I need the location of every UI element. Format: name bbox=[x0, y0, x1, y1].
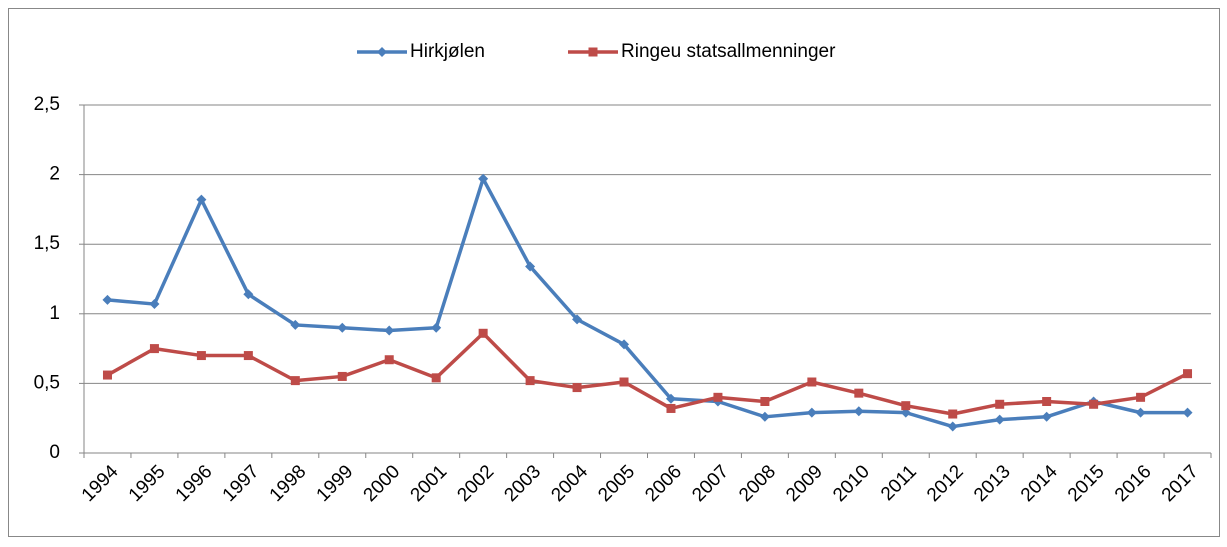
marker bbox=[337, 371, 347, 381]
series-line bbox=[106, 331, 1189, 416]
marker bbox=[619, 377, 629, 387]
marker bbox=[1136, 392, 1146, 402]
marker bbox=[196, 351, 206, 361]
marker bbox=[290, 319, 301, 330]
marker bbox=[290, 376, 300, 386]
marker bbox=[1089, 399, 1099, 409]
marker bbox=[196, 194, 207, 205]
y-tick-label: 2 bbox=[49, 164, 60, 185]
marker bbox=[666, 403, 676, 413]
marker bbox=[525, 376, 535, 386]
marker bbox=[901, 401, 911, 411]
chart-border bbox=[8, 8, 1220, 537]
series-line bbox=[107, 177, 1188, 429]
marker bbox=[1183, 369, 1193, 379]
marker bbox=[619, 339, 630, 350]
marker bbox=[713, 392, 723, 402]
marker bbox=[149, 299, 160, 310]
marker bbox=[243, 289, 254, 300]
marker bbox=[431, 373, 441, 383]
legend-label: Hirkjølen bbox=[410, 41, 485, 62]
marker bbox=[1182, 407, 1193, 418]
marker bbox=[1135, 407, 1146, 418]
marker bbox=[431, 322, 442, 333]
marker bbox=[853, 406, 864, 417]
marker bbox=[572, 383, 582, 393]
marker bbox=[759, 411, 770, 422]
marker bbox=[1042, 396, 1052, 406]
legend-marker bbox=[588, 47, 598, 57]
marker bbox=[948, 409, 958, 419]
marker bbox=[1041, 411, 1052, 422]
marker bbox=[337, 322, 348, 333]
y-tick-label: 0 bbox=[49, 442, 60, 463]
marker bbox=[947, 421, 958, 432]
legend-label: Ringeu statsallmenninger bbox=[621, 41, 836, 62]
legend-marker bbox=[377, 47, 387, 57]
y-tick-label: 1,5 bbox=[34, 233, 60, 254]
y-tick-label: 2,5 bbox=[34, 94, 60, 115]
marker bbox=[572, 314, 583, 325]
y-tick-label: 0,5 bbox=[34, 372, 60, 393]
marker bbox=[525, 261, 536, 272]
marker bbox=[243, 351, 253, 361]
marker bbox=[102, 294, 113, 305]
marker bbox=[478, 173, 489, 184]
marker bbox=[806, 407, 817, 418]
marker bbox=[149, 344, 159, 354]
y-tick-label: 1 bbox=[49, 303, 60, 324]
marker bbox=[102, 370, 112, 380]
marker bbox=[665, 393, 676, 404]
marker bbox=[478, 328, 488, 338]
marker bbox=[384, 355, 394, 365]
marker bbox=[384, 325, 395, 336]
marker bbox=[994, 414, 1005, 425]
marker bbox=[760, 396, 770, 406]
marker bbox=[995, 399, 1005, 409]
marker bbox=[854, 388, 864, 398]
marker bbox=[807, 377, 817, 387]
